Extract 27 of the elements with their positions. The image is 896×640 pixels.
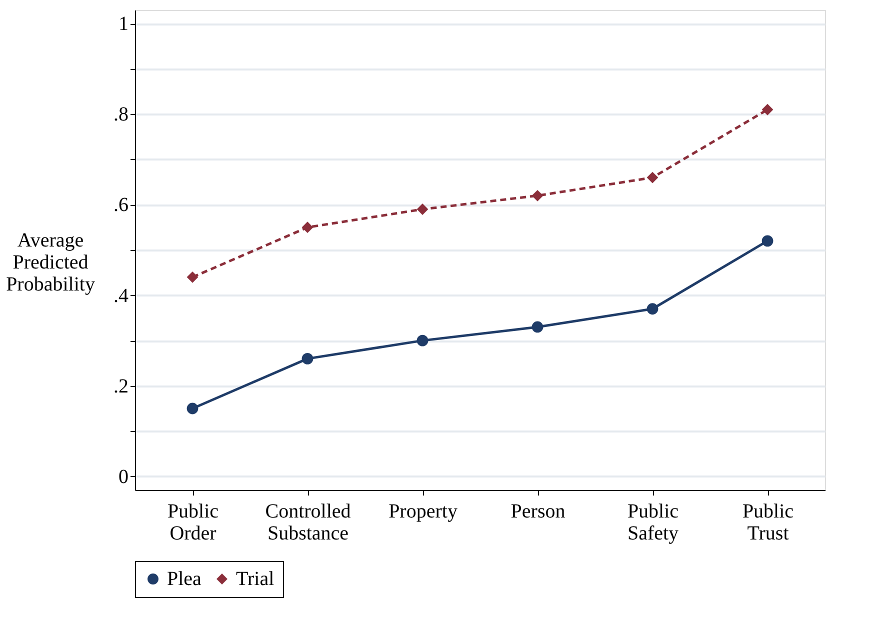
point [762,235,774,247]
y-tick-label: .4 [114,284,128,307]
point [646,172,658,184]
x-tick-label: Public Trust [742,500,794,544]
x-tick-label: Person [510,500,566,522]
y-tick-label: .2 [114,375,128,398]
x-tick-label: Property [388,500,458,522]
x-tick-label: Controlled Substance [265,500,351,544]
legend-label: Trial [236,568,275,590]
point [186,402,198,414]
x-tick-label: Public Safety [627,500,679,544]
point [416,204,428,215]
point [532,190,544,202]
point [186,271,198,283]
legend-label: Plea [167,568,202,590]
point [302,222,314,234]
point [302,352,314,364]
y-tick-label: .8 [114,104,128,126]
y-axis-title: Average Predicted Probability [6,230,95,296]
y-tick-label: 1 [118,13,128,36]
y-tick-label: .6 [114,194,128,216]
point [416,334,428,346]
x-tick-label: Public Order [167,500,219,544]
y-tick-label: 0 [118,466,128,488]
point [762,104,774,116]
point [532,321,544,333]
point [646,303,658,315]
